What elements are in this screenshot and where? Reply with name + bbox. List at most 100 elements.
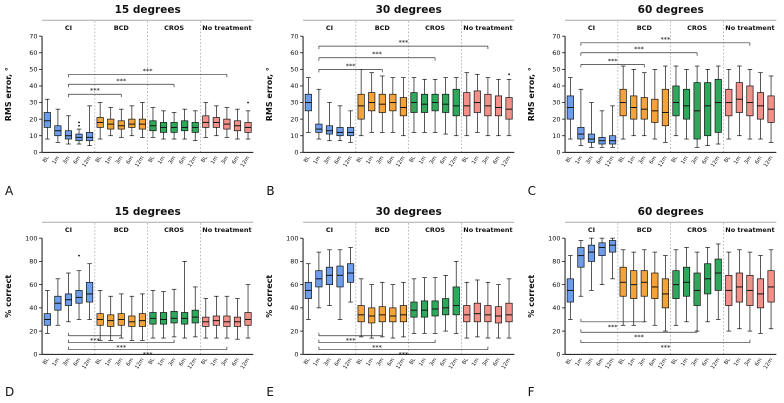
svg-text:12m: 12m [448, 357, 459, 370]
svg-text:BCD: BCD [114, 226, 130, 234]
svg-text:BL: BL [670, 357, 679, 366]
svg-text:1m: 1m [627, 357, 637, 367]
svg-text:30 degrees: 30 degrees [376, 206, 442, 218]
svg-text:6m: 6m [125, 357, 135, 367]
svg-text:12m: 12m [187, 357, 198, 370]
svg-text:6m: 6m [648, 357, 658, 367]
svg-text:CI: CI [326, 24, 333, 32]
svg-text:70: 70 [29, 32, 37, 40]
svg-text:BL: BL [670, 155, 679, 164]
svg-text:BL: BL [723, 155, 732, 164]
svg-text:6m: 6m [125, 155, 135, 165]
boxplot-chart-correct-15deg: 15 degrees CI BCD CROS No treatment 0 20 40 60 80… [4, 206, 254, 370]
svg-text:***: *** [143, 350, 154, 358]
svg-text:10: 10 [29, 132, 37, 140]
svg-text:BL: BL [565, 357, 574, 366]
svg-text:CI: CI [65, 24, 72, 32]
svg-text:1m: 1m [574, 155, 584, 165]
svg-text:80: 80 [291, 257, 299, 265]
svg-text:50: 50 [29, 66, 37, 74]
svg-text:12m: 12m [448, 155, 459, 168]
svg-text:100: 100 [286, 234, 298, 242]
svg-text:30: 30 [291, 99, 299, 107]
svg-text:3m: 3m [638, 155, 648, 165]
svg-text:1m: 1m [418, 155, 428, 165]
svg-text:CI: CI [588, 226, 595, 234]
svg-text:3m: 3m [115, 155, 125, 165]
svg-text:1m: 1m [157, 155, 167, 165]
svg-text:3m: 3m [690, 357, 700, 367]
svg-text:BL: BL [723, 357, 732, 366]
svg-text:BL: BL [462, 155, 471, 164]
svg-text:BL: BL [356, 357, 365, 366]
svg-text:6m: 6m [754, 357, 764, 367]
svg-text:10: 10 [552, 132, 560, 140]
svg-text:3m: 3m [482, 155, 492, 165]
svg-text:***: *** [660, 343, 671, 351]
svg-text:80: 80 [29, 257, 37, 265]
svg-text:12m: 12m [657, 155, 668, 168]
panel-cell-3: 60 degrees CI BCD CROS No treatment 0 10 20 30 40… [523, 0, 784, 202]
svg-text:12m: 12m [710, 357, 721, 370]
svg-text:60: 60 [29, 49, 37, 57]
svg-text:***: *** [116, 77, 127, 85]
svg-text:12m: 12m [240, 357, 251, 370]
svg-text:CROS: CROS [687, 226, 707, 234]
svg-text:0: 0 [295, 149, 299, 157]
svg-text:***: *** [116, 343, 127, 351]
svg-text:12m: 12m [343, 155, 354, 168]
svg-text:20: 20 [291, 327, 299, 335]
svg-text:BL: BL [462, 357, 471, 366]
svg-text:6m: 6m [754, 155, 764, 165]
svg-text:20: 20 [552, 115, 560, 123]
svg-text:1m: 1m [627, 155, 637, 165]
svg-text:CROS: CROS [687, 24, 707, 32]
panel-cell-2: 30 degrees CI BCD CROS No treatment 0 10 20 30 40… [261, 0, 522, 202]
svg-text:30: 30 [29, 99, 37, 107]
svg-text:3m: 3m [585, 357, 595, 367]
svg-text:CROS: CROS [164, 226, 184, 234]
svg-text:3m: 3m [638, 357, 648, 367]
svg-text:1m: 1m [104, 357, 114, 367]
svg-text:3m: 3m [168, 357, 178, 367]
svg-text:1m: 1m [366, 357, 376, 367]
svg-text:12m: 12m [501, 357, 512, 370]
svg-text:1m: 1m [733, 357, 743, 367]
svg-text:***: *** [634, 333, 645, 341]
svg-text:1m: 1m [313, 357, 323, 367]
svg-text:***: *** [143, 67, 154, 75]
svg-text:6m: 6m [387, 357, 397, 367]
svg-text:CROS: CROS [425, 24, 445, 32]
svg-text:BL: BL [356, 155, 365, 164]
svg-text:BL: BL [617, 357, 626, 366]
boxplot-chart-correct-30deg: 30 degrees CI BCD CROS No treatment 0 20 40 60 80… [265, 206, 515, 370]
panel-letter: E [266, 385, 274, 399]
svg-text:12m: 12m [187, 155, 198, 168]
svg-text:BL: BL [148, 357, 157, 366]
svg-text:3m: 3m [62, 155, 72, 165]
svg-text:BCD: BCD [636, 24, 652, 32]
svg-text:3m: 3m [690, 155, 700, 165]
svg-text:80: 80 [552, 257, 560, 265]
svg-text:12m: 12m [657, 357, 668, 370]
svg-text:CI: CI [65, 226, 72, 234]
svg-text:6m: 6m [595, 155, 605, 165]
svg-text:***: *** [90, 87, 101, 95]
svg-text:3m: 3m [220, 155, 230, 165]
svg-text:6m: 6m [231, 357, 241, 367]
svg-text:No treatment: No treatment [464, 226, 513, 234]
svg-text:60: 60 [29, 280, 37, 288]
panel-letter: D [5, 385, 15, 399]
svg-text:60: 60 [552, 280, 560, 288]
svg-text:40: 40 [29, 82, 37, 90]
svg-text:12m: 12m [240, 155, 251, 168]
svg-text:3m: 3m [220, 357, 230, 367]
svg-text:6m: 6m [387, 155, 397, 165]
boxplot-chart-correct-60deg: 60 degrees CI BCD CROS No treatment 0 20 40 60 80… [527, 206, 776, 370]
svg-text:12m: 12m [343, 357, 354, 370]
svg-text:6m: 6m [73, 357, 83, 367]
svg-text:10: 10 [291, 132, 299, 140]
svg-text:12m: 12m [134, 357, 145, 370]
svg-text:***: *** [607, 57, 618, 65]
panel-cell-4: 15 degrees CI BCD CROS No treatment 0 20 40 60 80… [0, 202, 261, 403]
